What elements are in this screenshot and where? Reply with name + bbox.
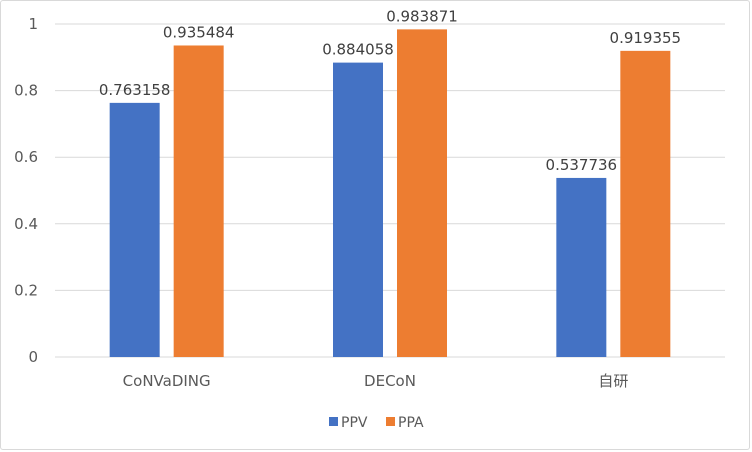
bar-ppv (556, 177, 607, 357)
y-tick-label: 0 (28, 348, 38, 366)
bar-ppa (620, 50, 671, 357)
y-tick-label: 0.4 (14, 215, 38, 233)
legend-swatch-ppv (329, 417, 338, 426)
data-label: 0.919355 (610, 29, 682, 47)
bar-ppv (333, 62, 383, 358)
x-tick-label: 自研 (598, 372, 628, 390)
x-tick-label: CoNVaDING (123, 372, 211, 390)
legend-label: PPV (341, 415, 368, 431)
y-tick-label: 0.6 (14, 148, 38, 166)
data-label: 0.983871 (386, 7, 458, 25)
bar-ppa (173, 45, 224, 358)
y-tick-label: 1 (28, 15, 38, 33)
legend-swatch-ppa (386, 417, 395, 426)
data-label: 0.884058 (322, 41, 394, 59)
data-label: 0.935484 (163, 23, 235, 41)
y-tick-label: 0.8 (14, 82, 38, 100)
bar-ppv (109, 102, 160, 358)
x-tick-label: DECoN (364, 372, 416, 390)
data-label: 0.763158 (99, 81, 171, 99)
y-tick-label: 0.2 (14, 281, 38, 299)
data-label: 0.537736 (546, 156, 618, 174)
bar-ppa (397, 29, 447, 357)
legend-label: PPA (398, 415, 424, 431)
